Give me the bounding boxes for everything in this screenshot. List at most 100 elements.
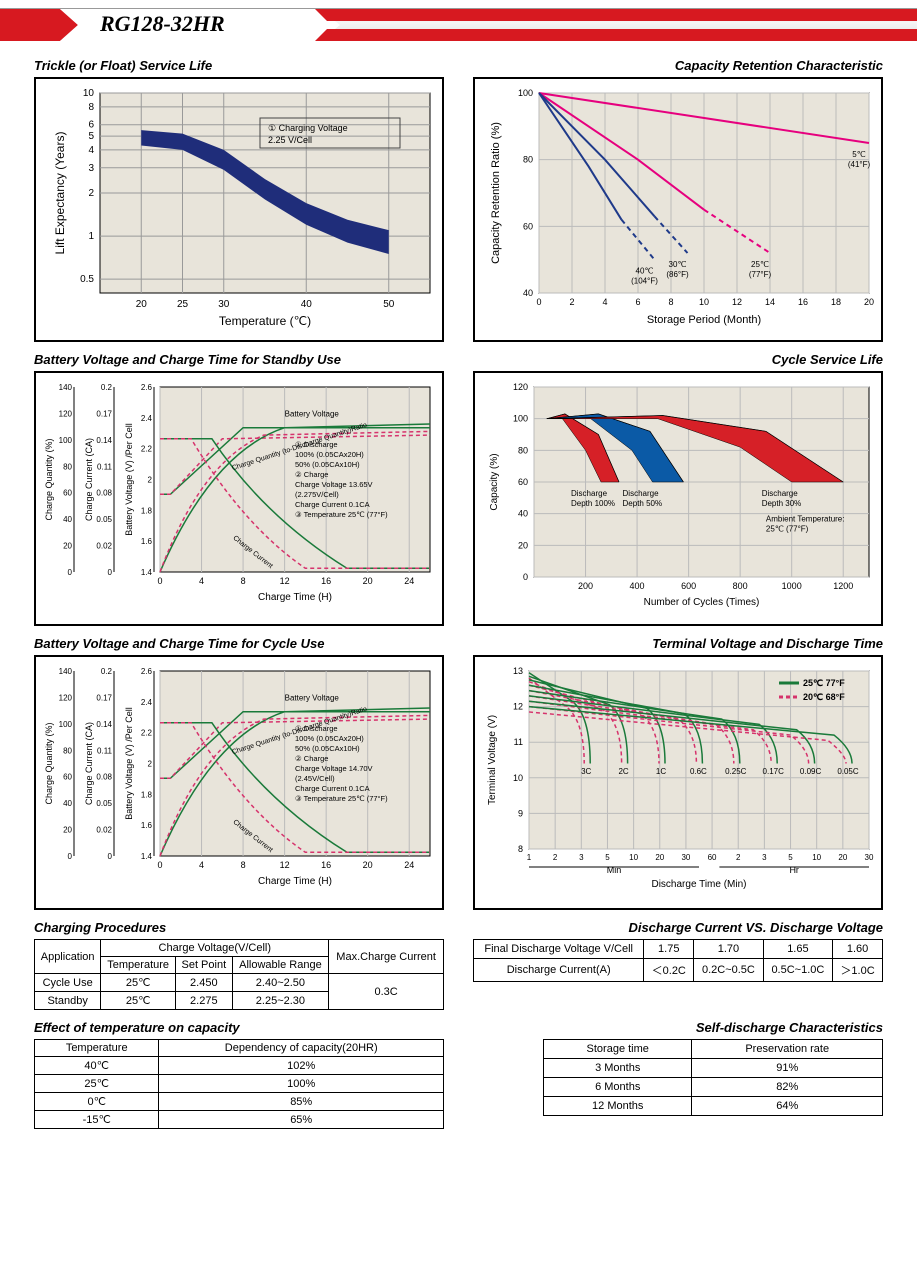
svg-text:25℃: 25℃ [751, 260, 769, 269]
svg-text:10: 10 [513, 773, 523, 783]
title-selfdisch: Self-discharge Characteristics [543, 1020, 883, 1035]
svg-text:40: 40 [301, 299, 313, 310]
svg-text:Capacity (%): Capacity (%) [489, 453, 500, 510]
svg-text:0.05: 0.05 [96, 799, 112, 808]
svg-text:13: 13 [513, 666, 523, 676]
svg-text:4: 4 [199, 576, 204, 586]
svg-text:12: 12 [280, 860, 290, 870]
svg-text:③ Temperature 25℃ (77°F): ③ Temperature 25℃ (77°F) [295, 510, 388, 519]
svg-text:400: 400 [630, 581, 645, 591]
svg-text:1: 1 [527, 853, 532, 862]
svg-text:24: 24 [404, 576, 414, 586]
svg-text:60: 60 [63, 773, 72, 782]
svg-text:50% (0.05CAx10H): 50% (0.05CAx10H) [295, 744, 360, 753]
svg-text:1000: 1000 [782, 581, 802, 591]
svg-text:0.17: 0.17 [96, 693, 112, 702]
svg-text:0.17: 0.17 [96, 409, 112, 418]
svg-text:20: 20 [63, 542, 72, 551]
svg-text:4: 4 [88, 145, 94, 156]
svg-text:Charge Time (H): Charge Time (H) [258, 592, 332, 603]
svg-text:0.08: 0.08 [96, 489, 112, 498]
svg-text:② Charge: ② Charge [295, 754, 328, 763]
svg-text:Depth 100%: Depth 100% [571, 499, 615, 508]
svg-text:120: 120 [59, 693, 73, 702]
svg-text:0: 0 [157, 860, 162, 870]
svg-text:0.05: 0.05 [96, 515, 112, 524]
svg-text:0.05C: 0.05C [837, 767, 859, 776]
svg-text:1.4: 1.4 [141, 568, 153, 577]
svg-text:Charge Quantity (%): Charge Quantity (%) [44, 722, 54, 804]
svg-text:Battery Voltage (V) /Per Cell: Battery Voltage (V) /Per Cell [124, 707, 134, 820]
svg-text:0.14: 0.14 [96, 436, 112, 445]
svg-text:20: 20 [518, 540, 528, 550]
svg-text:5: 5 [788, 853, 793, 862]
svg-text:30℃: 30℃ [669, 260, 687, 269]
svg-text:0: 0 [68, 852, 73, 861]
svg-text:2.6: 2.6 [141, 667, 153, 676]
table-discharge: Final Discharge Voltage V/Cell1.751.701.… [473, 939, 883, 982]
svg-text:Discharge: Discharge [623, 489, 660, 498]
svg-text:5: 5 [88, 131, 94, 142]
svg-text:2: 2 [148, 760, 153, 769]
svg-text:Temperature (℃): Temperature (℃) [219, 314, 311, 328]
svg-text:5: 5 [605, 853, 610, 862]
svg-text:Charge Current (CA): Charge Current (CA) [84, 438, 94, 521]
svg-text:100: 100 [513, 414, 528, 424]
svg-text:2.4: 2.4 [141, 414, 153, 423]
svg-text:2C: 2C [618, 767, 628, 776]
svg-text:100: 100 [518, 88, 533, 98]
svg-text:Charge Voltage 14.70V: Charge Voltage 14.70V [295, 764, 373, 773]
svg-text:0: 0 [536, 297, 541, 307]
svg-text:1.8: 1.8 [141, 506, 153, 515]
svg-text:1: 1 [88, 231, 94, 242]
svg-text:16: 16 [798, 297, 808, 307]
svg-text:20: 20 [864, 297, 874, 307]
svg-text:0.02: 0.02 [96, 542, 112, 551]
svg-text:1.4: 1.4 [141, 852, 153, 861]
chart-trickle: 0.51234568102025304050① Charging Voltage… [34, 77, 444, 342]
svg-text:12: 12 [732, 297, 742, 307]
svg-text:8: 8 [241, 576, 246, 586]
svg-text:120: 120 [513, 382, 528, 392]
svg-text:3C: 3C [581, 767, 591, 776]
svg-text:3: 3 [762, 853, 767, 862]
svg-text:8: 8 [668, 297, 673, 307]
svg-text:16: 16 [321, 860, 331, 870]
svg-text:50: 50 [383, 299, 395, 310]
svg-text:Battery Voltage: Battery Voltage [285, 694, 340, 703]
svg-text:3: 3 [88, 163, 94, 174]
svg-text:① Discharge: ① Discharge [295, 440, 338, 449]
svg-text:8: 8 [241, 860, 246, 870]
chart-retention: 024681012141618204060801005℃(41°F)25℃(77… [473, 77, 883, 342]
svg-text:50% (0.05CAx10H): 50% (0.05CAx10H) [295, 460, 360, 469]
svg-text:0.11: 0.11 [97, 462, 113, 471]
svg-text:200: 200 [578, 581, 593, 591]
svg-text:60: 60 [518, 477, 528, 487]
svg-text:40℃: 40℃ [636, 267, 654, 276]
product-title: RG128-32HR [100, 11, 225, 37]
svg-text:100% (0.05CAx20H): 100% (0.05CAx20H) [295, 450, 364, 459]
chart-cyclelife: 20040060080010001200020406080100120Disch… [473, 371, 883, 626]
svg-text:2: 2 [553, 853, 558, 862]
svg-text:0.08: 0.08 [96, 773, 112, 782]
svg-text:20: 20 [363, 860, 373, 870]
svg-text:10: 10 [629, 853, 638, 862]
svg-text:100: 100 [59, 436, 73, 445]
svg-text:(86°F): (86°F) [666, 270, 689, 279]
table-charging: ApplicationCharge Voltage(V/Cell)Max.Cha… [34, 939, 444, 1010]
svg-text:1.6: 1.6 [141, 821, 153, 830]
chart-terminal: 89101112131235102030602351020303C2C1C0.6… [473, 655, 883, 910]
svg-text:24: 24 [404, 860, 414, 870]
svg-text:Number of Cycles (Times): Number of Cycles (Times) [644, 597, 760, 608]
svg-text:20: 20 [838, 853, 847, 862]
svg-text:(104°F): (104°F) [631, 277, 658, 286]
svg-text:1200: 1200 [833, 581, 853, 591]
svg-text:1.8: 1.8 [141, 790, 153, 799]
svg-text:10: 10 [83, 88, 95, 99]
svg-text:6: 6 [635, 297, 640, 307]
title-tempeff: Effect of temperature on capacity [34, 1020, 444, 1035]
svg-text:0.25C: 0.25C [725, 767, 747, 776]
svg-text:Battery Voltage (V) /Per Cell: Battery Voltage (V) /Per Cell [124, 423, 134, 536]
svg-text:③ Temperature 25℃ (77°F): ③ Temperature 25℃ (77°F) [295, 794, 388, 803]
svg-text:0.5: 0.5 [80, 274, 94, 285]
